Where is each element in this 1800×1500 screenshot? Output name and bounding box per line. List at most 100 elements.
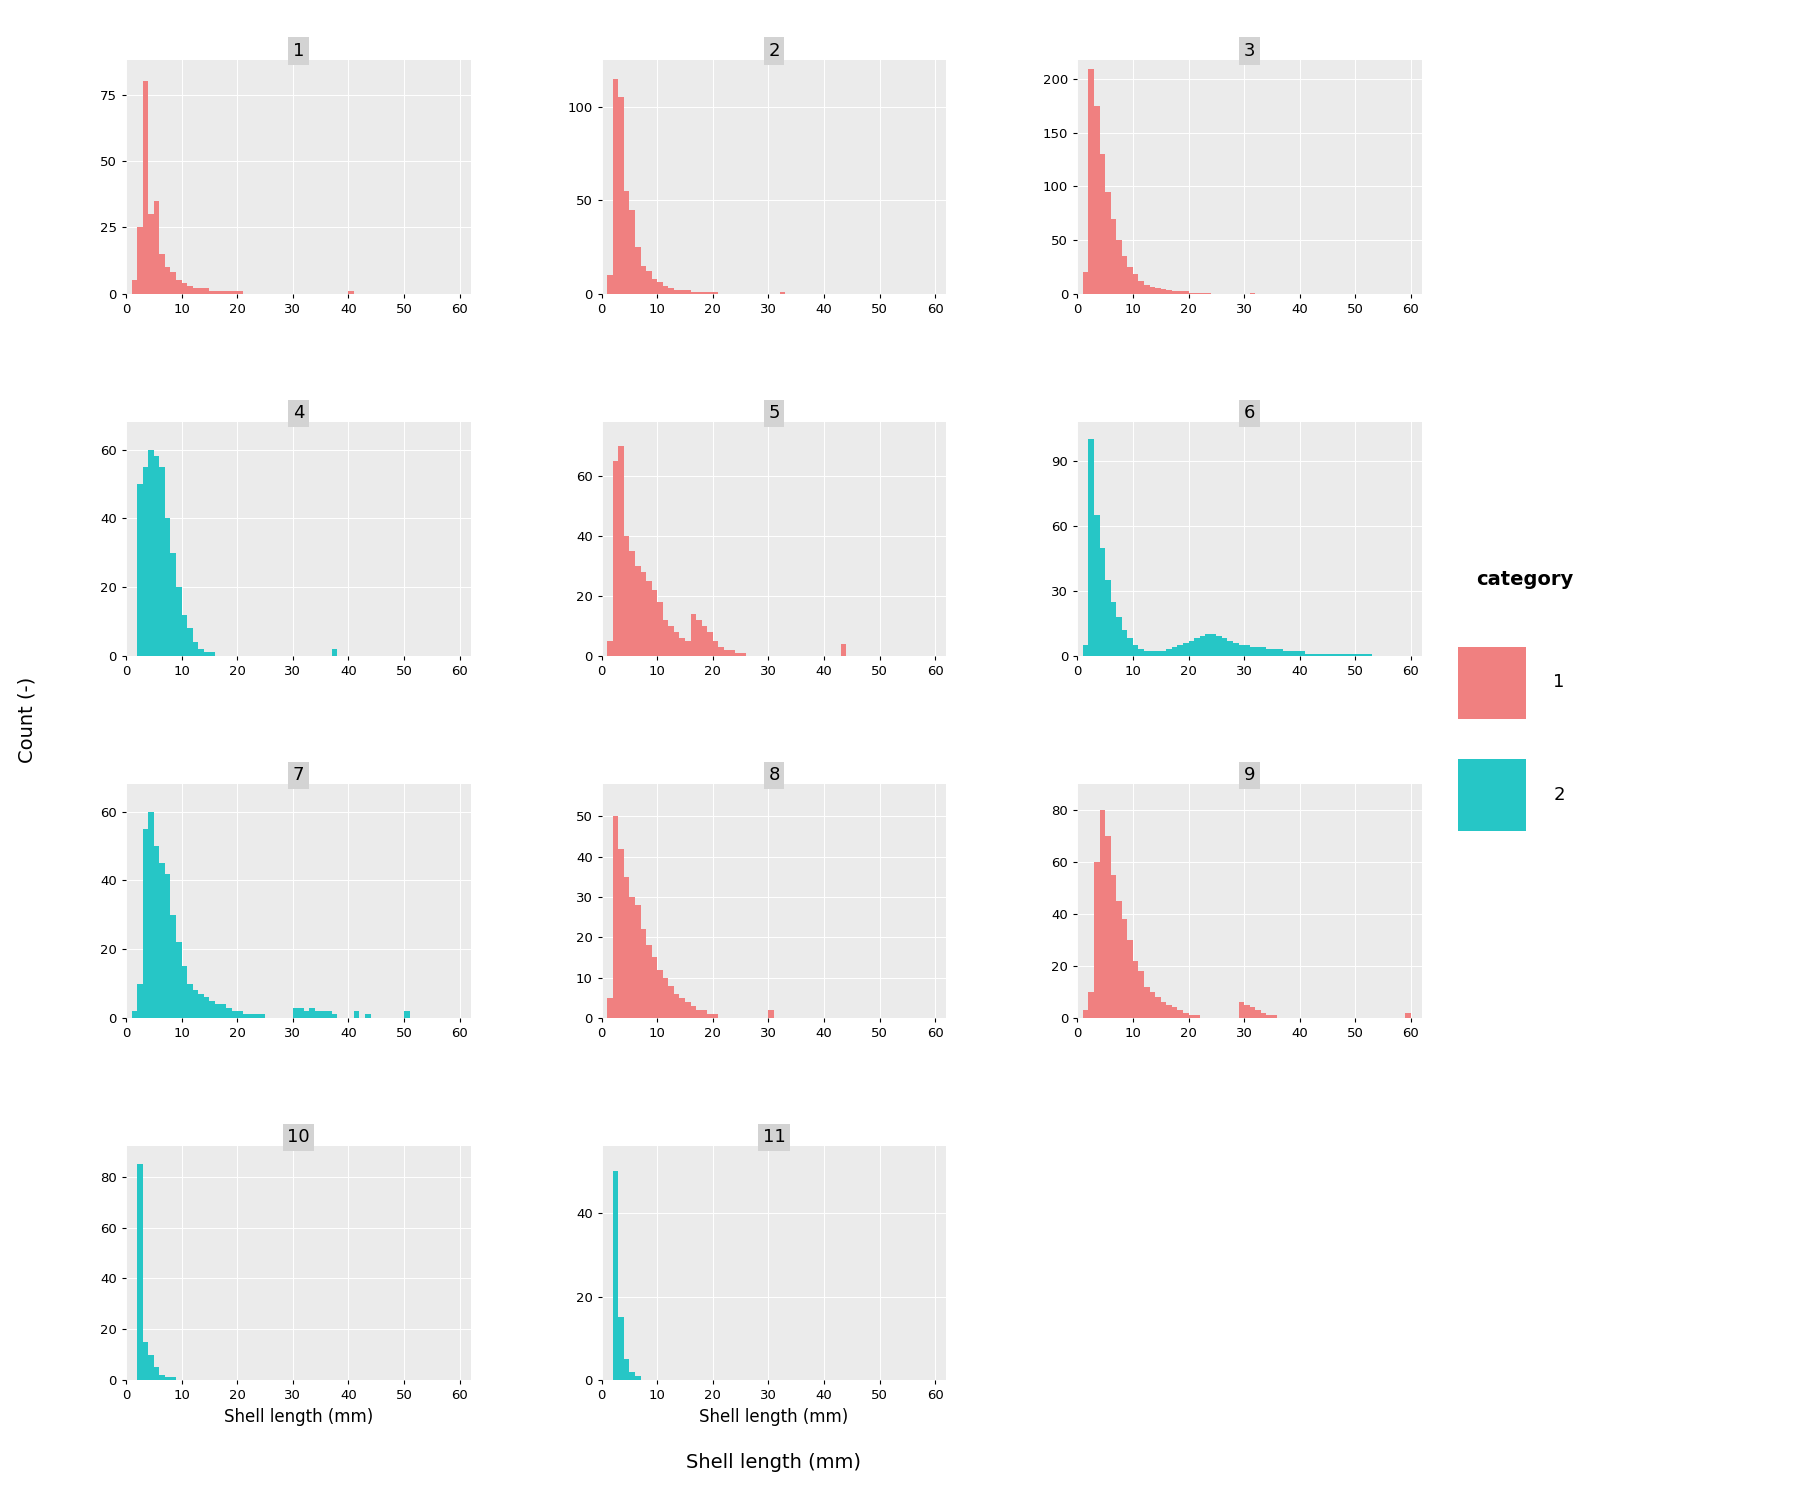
Bar <box>1084 645 1089 656</box>
Text: Shell length (mm): Shell length (mm) <box>686 1454 862 1472</box>
Bar <box>673 993 679 1018</box>
Bar <box>841 644 846 656</box>
Bar <box>769 1010 774 1019</box>
X-axis label: Shell length (mm): Shell length (mm) <box>700 1407 848 1425</box>
Bar <box>148 812 153 1018</box>
Bar <box>176 586 182 656</box>
Bar <box>1145 285 1150 294</box>
Bar <box>1355 654 1361 656</box>
Bar <box>1283 651 1289 656</box>
Bar <box>1273 1016 1278 1019</box>
Bar <box>310 1008 315 1019</box>
Text: 2: 2 <box>769 42 779 60</box>
Bar <box>646 945 652 1019</box>
Bar <box>160 254 166 294</box>
Bar <box>1267 650 1273 656</box>
Bar <box>1172 1008 1177 1019</box>
Bar <box>209 652 214 656</box>
Bar <box>1161 290 1166 294</box>
Bar <box>619 446 625 656</box>
Bar <box>1233 644 1238 656</box>
Bar <box>1267 1016 1273 1019</box>
Bar <box>137 984 142 1018</box>
Bar <box>198 994 203 1018</box>
Bar <box>1111 219 1116 294</box>
Bar <box>1244 645 1249 656</box>
Bar <box>1217 636 1222 656</box>
Bar <box>1084 272 1089 294</box>
Bar <box>1366 654 1372 656</box>
Bar <box>1161 1002 1166 1019</box>
Bar <box>1294 651 1300 656</box>
Bar <box>612 1172 619 1380</box>
Bar <box>142 466 148 656</box>
Bar <box>1183 644 1188 656</box>
Bar <box>607 640 612 656</box>
Bar <box>137 228 142 294</box>
Bar <box>1183 1013 1188 1019</box>
Bar <box>148 214 153 294</box>
Bar <box>1350 654 1355 656</box>
Bar <box>612 78 619 294</box>
Bar <box>662 978 668 1018</box>
Bar <box>232 1011 238 1019</box>
Text: 1: 1 <box>293 42 304 60</box>
Bar <box>1260 1013 1267 1019</box>
Bar <box>1161 651 1166 656</box>
Bar <box>619 98 625 294</box>
Bar <box>137 1164 142 1380</box>
Bar <box>673 632 679 656</box>
Bar <box>153 456 160 656</box>
Bar <box>221 291 227 294</box>
Bar <box>171 552 176 656</box>
Bar <box>707 632 713 656</box>
Bar <box>1199 636 1206 656</box>
Bar <box>1260 646 1267 656</box>
Bar <box>641 266 646 294</box>
Bar <box>176 942 182 1019</box>
Bar <box>1255 1010 1260 1019</box>
Bar <box>331 650 337 656</box>
Bar <box>1177 1010 1183 1019</box>
Bar <box>619 849 625 1018</box>
Bar <box>662 286 668 294</box>
Bar <box>1249 1008 1255 1019</box>
Bar <box>193 642 198 656</box>
Bar <box>707 292 713 294</box>
Bar <box>713 640 718 656</box>
Bar <box>227 291 232 294</box>
Bar <box>171 915 176 1019</box>
Bar <box>630 897 635 1019</box>
Bar <box>652 590 657 656</box>
Bar <box>1310 654 1316 656</box>
Bar <box>1334 654 1339 656</box>
Bar <box>142 81 148 294</box>
Bar <box>668 626 673 656</box>
Bar <box>304 1011 310 1019</box>
Bar <box>1188 1016 1193 1019</box>
Bar <box>1084 1010 1089 1019</box>
Bar <box>1255 646 1260 656</box>
Bar <box>320 1011 326 1019</box>
Bar <box>1094 862 1100 1018</box>
Bar <box>652 957 657 1018</box>
Bar <box>625 536 630 656</box>
Bar <box>349 291 355 294</box>
Bar <box>697 620 702 656</box>
Bar <box>221 1004 227 1019</box>
Bar <box>1121 630 1127 656</box>
Bar <box>1327 654 1334 656</box>
Bar <box>1238 645 1244 656</box>
Bar <box>1300 651 1305 656</box>
Bar <box>1111 874 1116 1019</box>
Bar <box>193 990 198 1018</box>
Bar <box>702 292 707 294</box>
Bar <box>166 1377 171 1380</box>
Bar <box>1406 1013 1411 1019</box>
Bar <box>630 210 635 294</box>
Bar <box>1339 654 1345 656</box>
Bar <box>1211 634 1217 656</box>
Bar <box>1172 291 1177 294</box>
Bar <box>1278 650 1283 656</box>
Bar <box>635 566 641 656</box>
